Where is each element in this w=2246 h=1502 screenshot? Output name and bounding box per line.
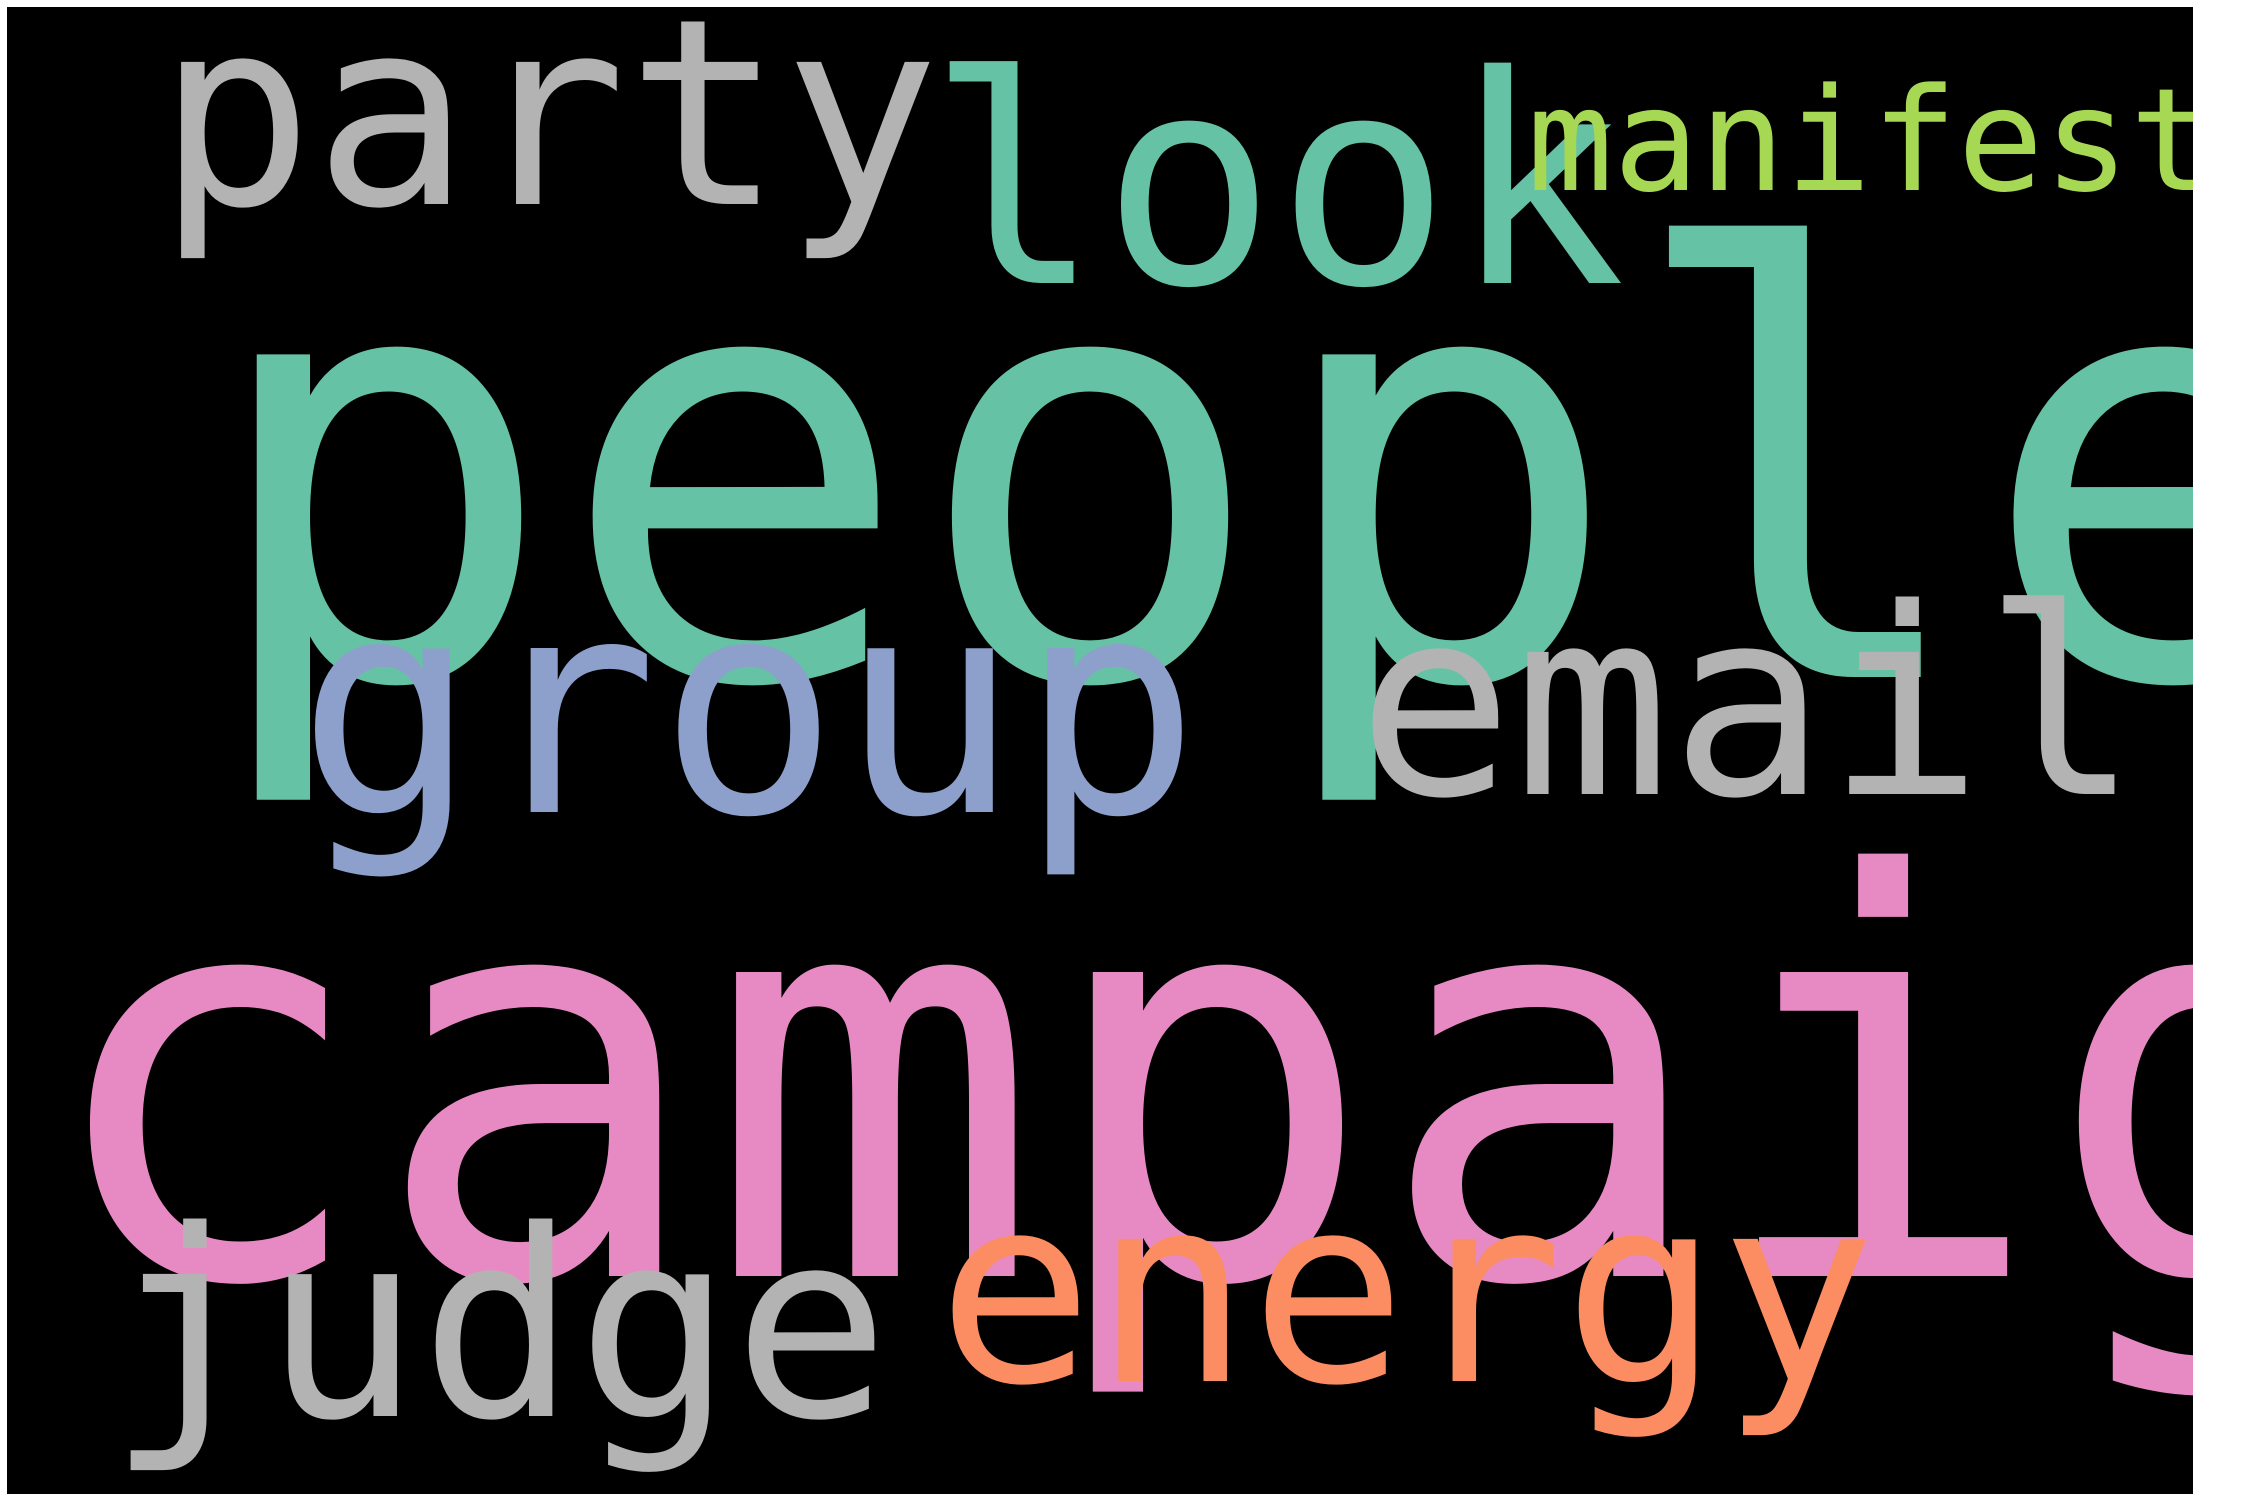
word-party: party (157, 7, 940, 266)
word-campaign: campaign (37, 761, 2193, 1408)
word-group: group (297, 534, 1201, 883)
word-cloud: party look manifesto people group email … (7, 7, 2193, 1494)
word-people: people (202, 130, 2193, 817)
word-look: look (927, 15, 1626, 352)
word-judge: judge (107, 1176, 890, 1478)
word-manifesto: manifesto (1527, 57, 2193, 224)
word-energy: energy (937, 1141, 1877, 1443)
word-email: email (1357, 554, 2140, 856)
